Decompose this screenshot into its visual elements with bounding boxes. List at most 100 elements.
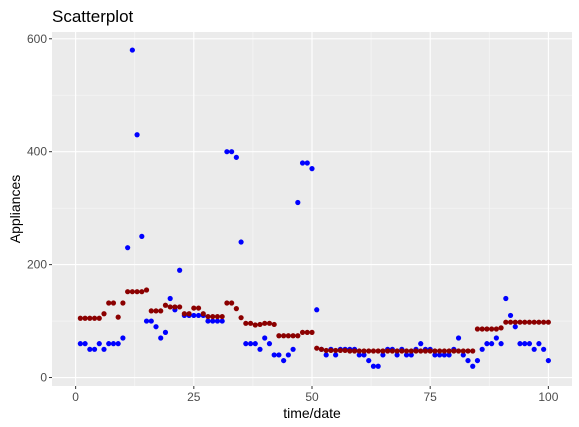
data-point-series-1 <box>299 160 306 166</box>
data-point-series-1 <box>162 329 169 335</box>
y-axis: 0 200 400 600 <box>27 32 52 385</box>
data-point-series-1 <box>271 352 277 358</box>
data-point-series-1 <box>276 352 282 358</box>
data-point-series-1 <box>541 346 547 352</box>
data-point-series-2 <box>77 315 83 321</box>
data-point-series-1 <box>314 307 320 313</box>
data-point-series-2 <box>531 319 537 325</box>
data-point-series-1 <box>493 335 499 341</box>
data-point-series-2 <box>517 319 523 325</box>
data-point-series-1 <box>290 346 296 352</box>
data-point-series-2 <box>91 315 98 321</box>
data-point-series-1 <box>134 132 140 138</box>
data-point-series-2 <box>394 348 400 354</box>
data-point-series-1 <box>143 318 150 324</box>
data-point-series-2 <box>512 319 518 325</box>
data-point-series-2 <box>489 326 495 332</box>
data-point-series-2 <box>224 300 230 306</box>
data-point-series-1 <box>125 245 131 251</box>
data-point-series-2 <box>210 313 216 320</box>
data-point-series-2 <box>522 319 528 325</box>
data-points <box>77 47 551 369</box>
data-point-series-1 <box>536 341 542 347</box>
data-point-series-2 <box>276 333 282 339</box>
data-point-series-1 <box>455 335 462 341</box>
data-point-series-1 <box>247 341 254 347</box>
data-point-series-2 <box>437 348 443 354</box>
data-point-series-1 <box>281 357 287 364</box>
data-point-series-2 <box>418 348 424 354</box>
data-point-series-1 <box>474 357 481 364</box>
data-point-series-1 <box>446 352 452 358</box>
data-point-series-1 <box>205 318 211 324</box>
data-point-series-1 <box>403 352 410 358</box>
data-point-series-1 <box>489 341 495 347</box>
data-point-series-1 <box>432 352 438 358</box>
data-point-series-1 <box>233 154 239 160</box>
data-point-series-2 <box>422 348 429 354</box>
data-point-series-2 <box>285 333 291 339</box>
data-point-series-2 <box>536 319 542 325</box>
data-point-series-2 <box>172 304 178 310</box>
data-point-series-2 <box>219 313 225 320</box>
data-point-series-1 <box>262 335 268 341</box>
data-point-series-1 <box>129 47 135 53</box>
data-point-series-1 <box>219 318 225 324</box>
data-point-series-2 <box>96 315 102 321</box>
data-point-series-2 <box>290 333 296 339</box>
data-point-series-2 <box>545 319 551 325</box>
data-point-series-2 <box>153 308 159 314</box>
data-point-series-2 <box>427 348 433 354</box>
data-point-series-1 <box>101 346 107 352</box>
data-point-series-2 <box>200 311 206 317</box>
data-point-series-2 <box>195 305 202 311</box>
data-point-series-1 <box>545 357 551 364</box>
data-point-series-1 <box>224 149 230 155</box>
data-point-series-2 <box>328 347 334 354</box>
data-point-series-1 <box>380 352 386 358</box>
data-point-series-2 <box>309 329 315 335</box>
data-point-series-2 <box>148 308 154 314</box>
data-point-series-1 <box>115 341 121 347</box>
data-point-series-1 <box>394 352 400 358</box>
data-point-series-1 <box>470 363 476 369</box>
data-point-series-2 <box>318 346 325 352</box>
data-point-series-1 <box>512 324 518 330</box>
chart-title: Scatterplot <box>52 7 134 26</box>
x-tick-label: 75 <box>424 390 438 404</box>
data-point-series-2 <box>361 348 367 354</box>
data-point-series-2 <box>323 347 329 354</box>
data-point-series-2 <box>262 320 268 326</box>
data-point-series-2 <box>455 348 462 354</box>
data-point-series-2 <box>333 347 339 354</box>
data-point-series-2 <box>314 345 320 351</box>
data-point-series-1 <box>191 312 197 319</box>
data-point-series-2 <box>403 348 410 354</box>
data-point-series-2 <box>347 348 353 354</box>
data-point-series-1 <box>210 318 216 324</box>
data-point-series-2 <box>158 308 164 314</box>
data-point-series-1 <box>366 357 372 364</box>
data-point-series-1 <box>243 341 249 347</box>
data-point-series-2 <box>299 329 306 335</box>
data-point-series-2 <box>441 348 447 354</box>
data-point-series-1 <box>507 312 514 319</box>
data-point-series-1 <box>375 363 381 369</box>
data-point-series-2 <box>446 348 452 354</box>
data-point-series-2 <box>498 325 504 331</box>
data-point-series-2 <box>304 329 310 335</box>
y-tick-label: 600 <box>27 32 47 46</box>
data-point-series-1 <box>87 346 93 352</box>
data-point-series-1 <box>304 160 310 166</box>
data-point-series-1 <box>517 341 523 347</box>
data-point-series-1 <box>285 352 291 358</box>
data-point-series-2 <box>257 321 263 328</box>
data-point-series-2 <box>413 348 419 354</box>
data-point-series-2 <box>181 311 187 317</box>
data-point-series-1 <box>252 341 258 347</box>
data-point-series-2 <box>205 313 211 320</box>
data-point-series-2 <box>233 306 239 312</box>
data-point-series-1 <box>498 341 504 347</box>
data-point-series-2 <box>191 305 197 311</box>
